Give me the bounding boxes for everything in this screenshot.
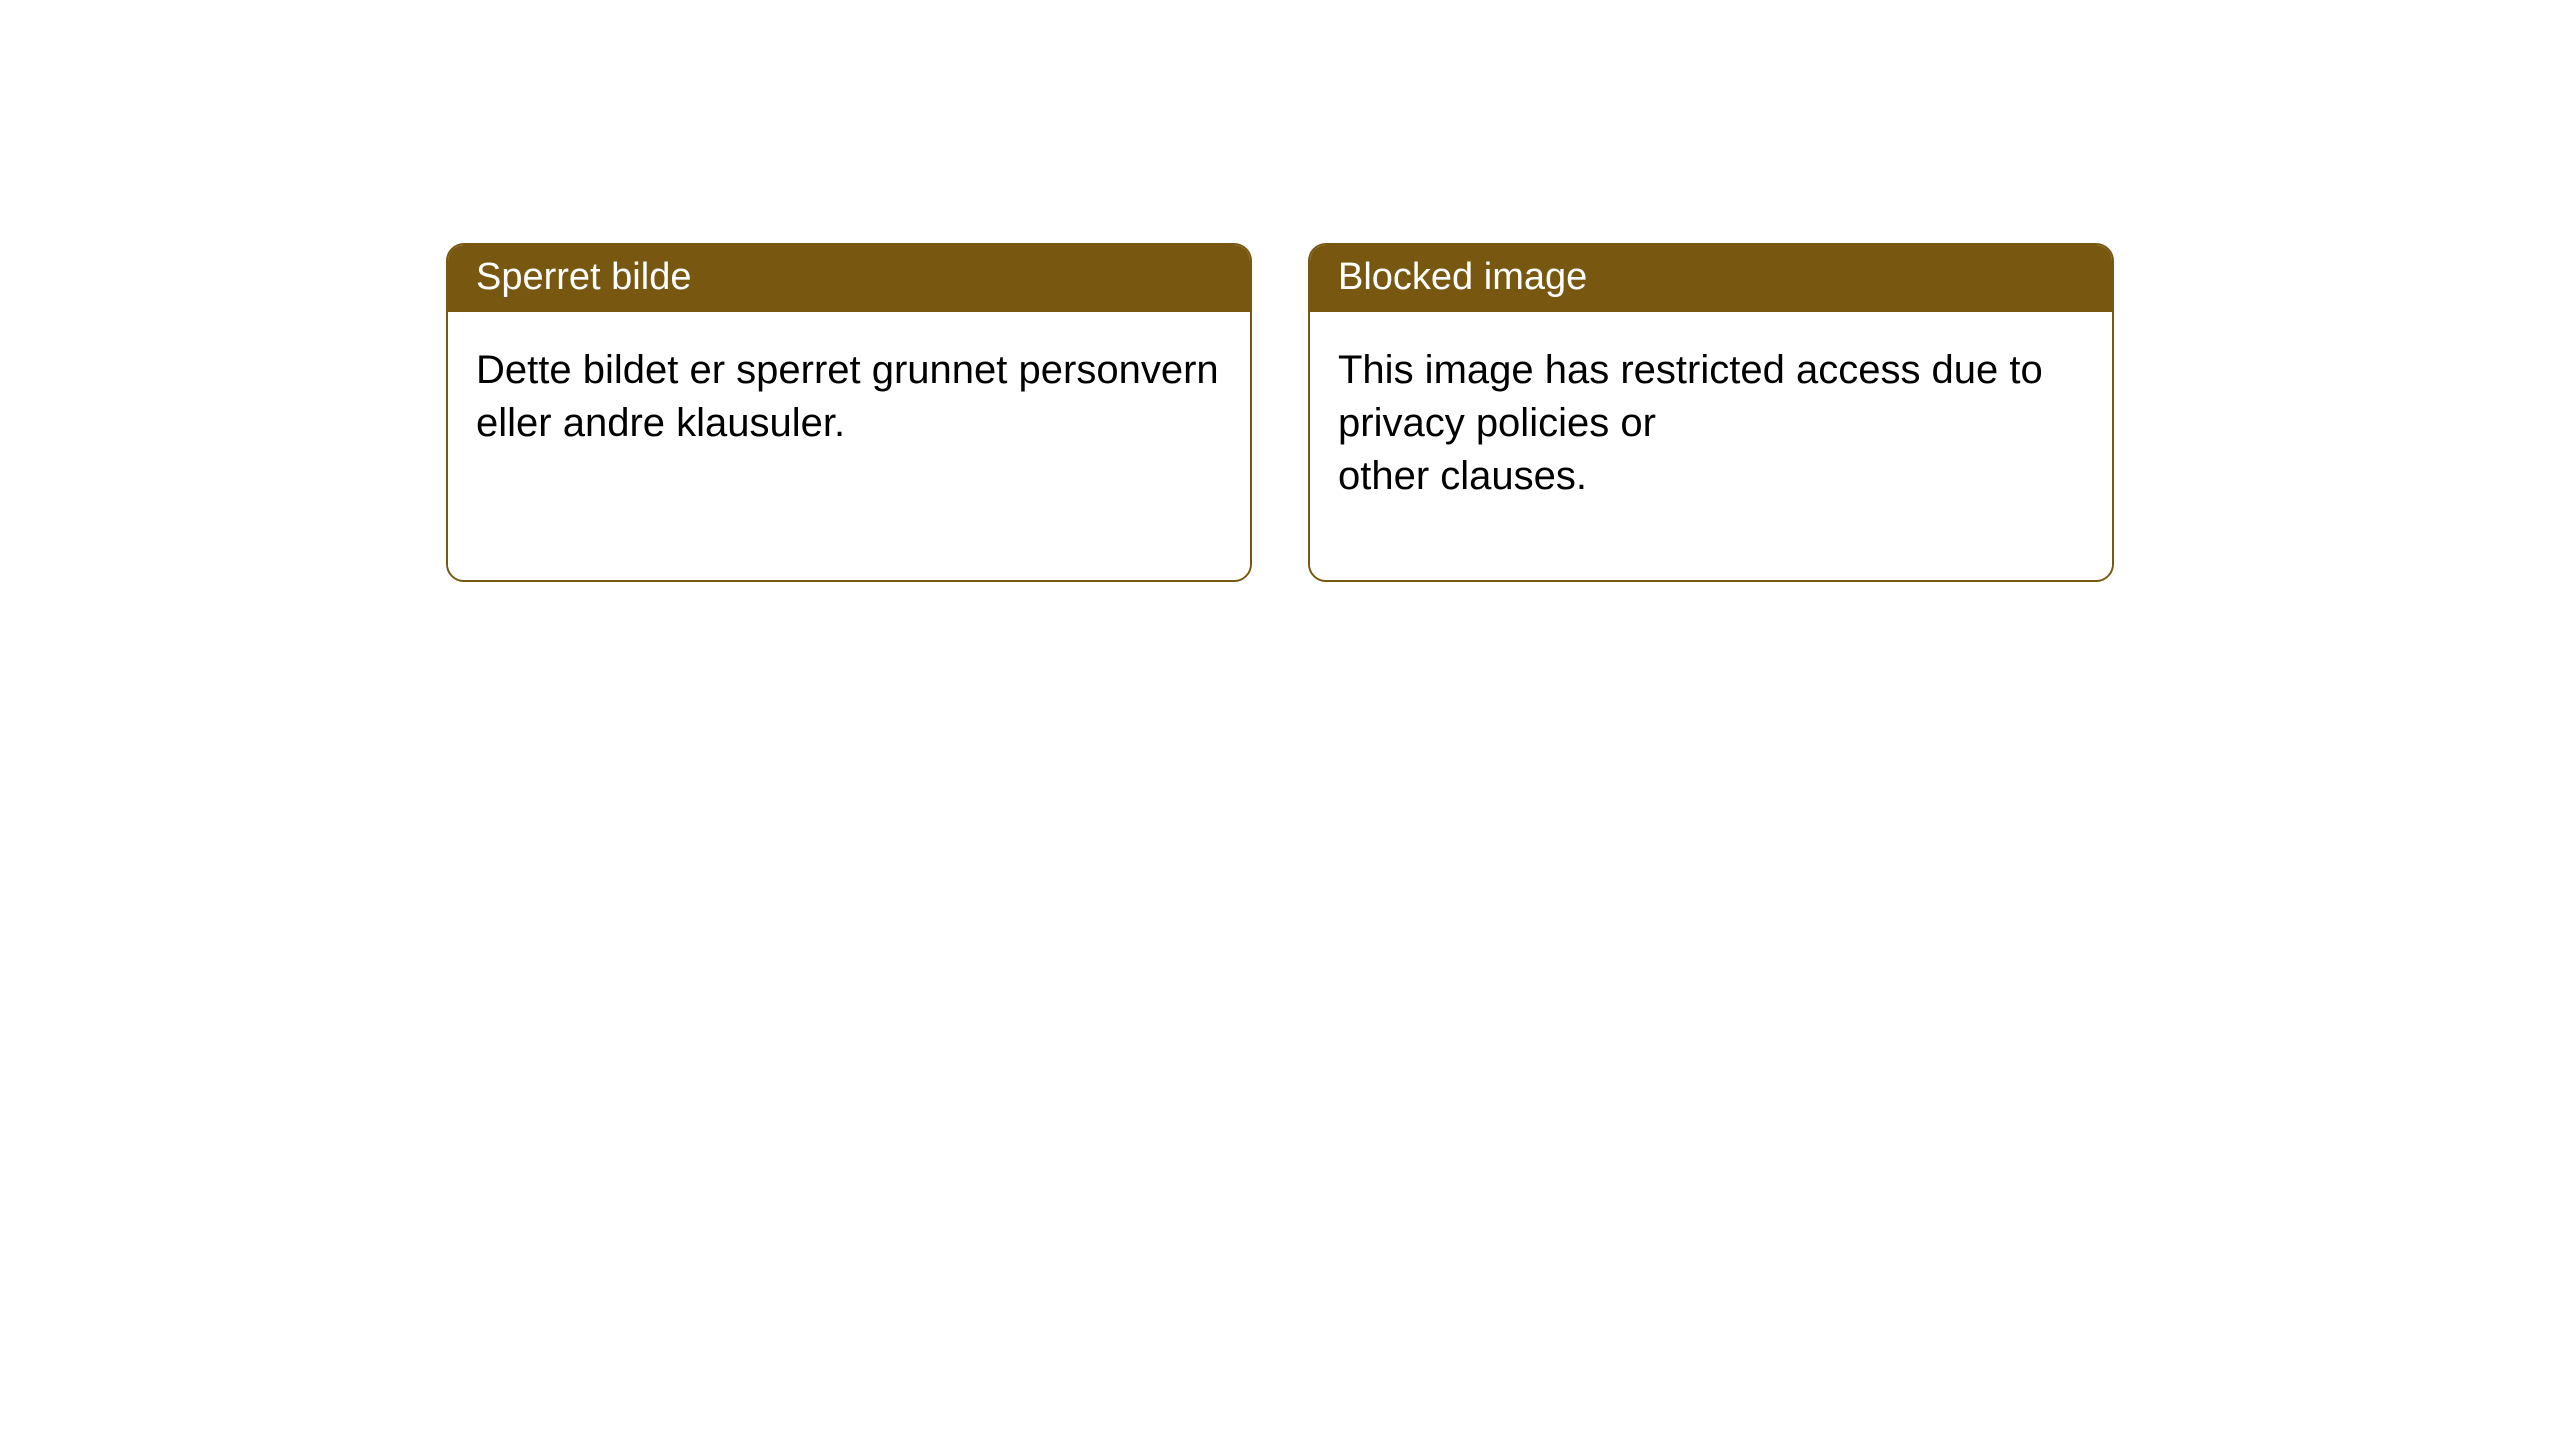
notice-title-no: Sperret bilde bbox=[448, 245, 1250, 312]
blocked-image-notices: Sperret bilde Dette bildet er sperret gr… bbox=[446, 243, 2114, 582]
notice-title-en: Blocked image bbox=[1310, 245, 2112, 312]
notice-card-en: Blocked image This image has restricted … bbox=[1308, 243, 2114, 582]
notice-card-no: Sperret bilde Dette bildet er sperret gr… bbox=[446, 243, 1252, 582]
notice-body-no: Dette bildet er sperret grunnet personve… bbox=[448, 312, 1250, 580]
notice-body-en: This image has restricted access due to … bbox=[1310, 312, 2112, 580]
